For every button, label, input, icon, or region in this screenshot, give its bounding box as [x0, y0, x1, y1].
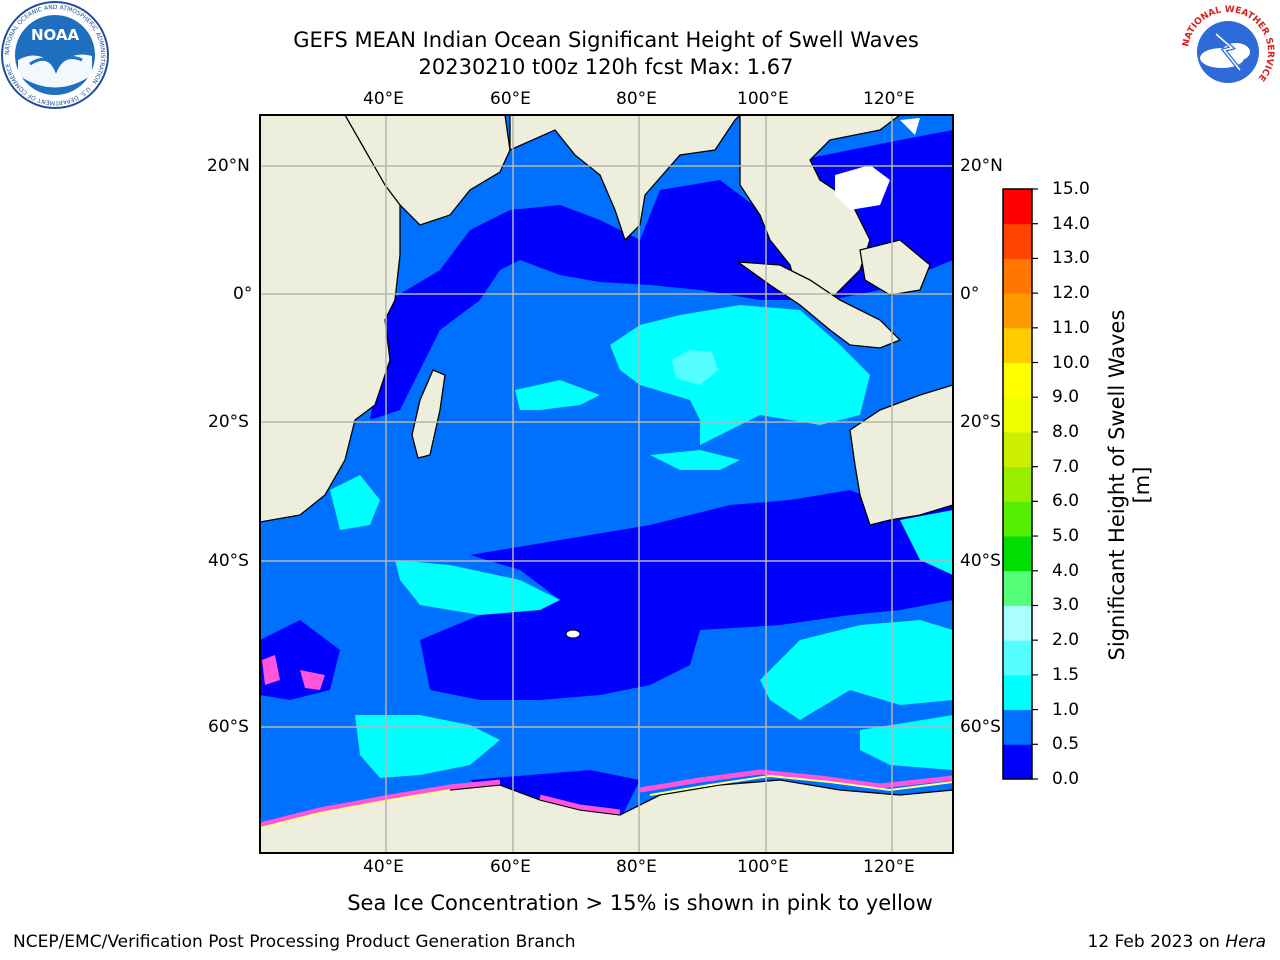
colorbar-tick-label-14: 12.0: [1052, 283, 1090, 304]
colorbar-bin-16: [1003, 189, 1032, 225]
lon-tick-bottom-40e: 40°E: [363, 857, 404, 877]
colorbar-tick-label-9: 7.0: [1052, 456, 1080, 477]
colorbar-bin-1: [1003, 709, 1032, 745]
colorbar-bin-4: [1003, 605, 1032, 641]
colorbar-bin-12: [1003, 327, 1032, 364]
noaa-logo-icon: NATIONAL OCEANIC AND ATMOSPHERIC ADMINIS…: [1, 1, 109, 109]
sea-ice-yellow: [260, 774, 953, 829]
lon-tick-bottom-80e: 80°E: [616, 857, 657, 877]
map-area: [260, 115, 953, 853]
colorbar-tick-label-15: 13.0: [1052, 248, 1090, 269]
colorbar-tick-label-5: 3.0: [1052, 595, 1080, 616]
colorbar-bin-0: [1003, 744, 1032, 780]
swell-zone-mid-ssw: [355, 715, 500, 778]
swell-zone-mid-east: [900, 510, 953, 575]
footer-producer: NCEP/EMC/Verification Post Processing Pr…: [13, 932, 576, 952]
masked-maritime-region: [835, 118, 920, 210]
map-gridlines: [260, 115, 953, 853]
colorbar-tick-label-4: 2.0: [1052, 630, 1080, 651]
lon-tick-bottom-120e: 120°E: [863, 857, 915, 877]
colorbar-tick-label-0: 0.0: [1052, 769, 1080, 789]
colorbar-bin-14: [1003, 258, 1032, 294]
colorbar-bin-5: [1003, 570, 1032, 606]
map-subtitle: 20230210 t00z 120h fcst Max: 1.67: [418, 55, 794, 79]
colorbar-bin-9: [1003, 431, 1032, 468]
lat-tick-left-20n: 20°N: [207, 156, 250, 176]
land-sumatra-borneo: [735, 239, 931, 349]
colorbar-tick-label-12: 10.0: [1052, 352, 1090, 373]
lat-tick-right-20s: 20°S: [960, 412, 1001, 432]
colorbar-tick-label-6: 4.0: [1052, 560, 1080, 581]
swell-zone-mid-se: [760, 620, 953, 720]
land-madagascar: [411, 369, 446, 459]
colorbar-tick-label-16: 14.0: [1052, 213, 1090, 234]
colorbar-bin-7: [1003, 501, 1032, 537]
swell-zone-high-central: [672, 350, 718, 385]
lat-tick-left-60s: 60°S: [208, 717, 249, 737]
sea-ice-caption: Sea Ice Concentration > 15% is shown in …: [347, 891, 933, 915]
colorbar-tick-label-8: 6.0: [1052, 491, 1080, 512]
lat-tick-left-20s: 20°S: [208, 412, 249, 432]
lat-tick-right-60s: 60°S: [960, 717, 1001, 737]
swell-zone-mid-sse: [860, 715, 953, 770]
land-kerguelen: [565, 629, 581, 639]
nws-logo-icon: NATIONAL WEATHER SERVICE: [1178, 2, 1278, 102]
lon-tick-top-60e: 60°E: [490, 89, 531, 109]
colorbar-label: Significant Height of Swell Waves [m]: [1105, 309, 1154, 661]
colorbar-bin-8: [1003, 466, 1032, 502]
colorbar-frame: [1002, 188, 1033, 780]
colorbar-tick-label-17: 15.0: [1052, 179, 1090, 199]
land-india: [509, 115, 741, 242]
swell-zone-mid-southwest: [395, 560, 560, 615]
land-australia: [849, 384, 953, 526]
lat-tick-right-20n: 20°N: [960, 156, 1003, 176]
footer-date-text: 12 Feb 2023 on: [1087, 932, 1220, 952]
swell-zone-mid-moz: [330, 475, 380, 530]
lat-tick-left-40s: 40°S: [208, 551, 249, 571]
sea-ice-patches: [262, 655, 325, 690]
map-frame: [259, 114, 954, 854]
colorbar-bin-6: [1003, 536, 1032, 572]
footer-date: 12 Feb 2023 on Hera: [1088, 932, 1266, 952]
swell-zone-mid-south: [650, 450, 740, 470]
footer-machine: Hera: [1225, 932, 1266, 952]
swell-zone-mid-central: [610, 305, 870, 445]
land-africa-arabia: [260, 115, 511, 523]
colorbar-tick-label-13: 11.0: [1052, 317, 1090, 338]
lat-tick-right-0: 0°: [960, 284, 980, 304]
lon-tick-bottom-100e: 100°E: [737, 857, 789, 877]
colorbar-tick-label-11: 9.0: [1052, 387, 1080, 408]
colorbar-bin-11: [1003, 362, 1032, 398]
lon-tick-bottom-60e: 60°E: [490, 857, 531, 877]
colorbar-tick-label-1: 0.5: [1052, 734, 1080, 755]
colorbar-bin-2: [1003, 674, 1032, 711]
lon-tick-top-100e: 100°E: [737, 89, 789, 109]
map-title: GEFS MEAN Indian Ocean Significant Heigh…: [293, 28, 919, 52]
lon-tick-top-120e: 120°E: [863, 89, 915, 109]
lat-tick-left-0: 0°: [233, 284, 253, 304]
lat-tick-right-40s: 40°S: [960, 551, 1001, 571]
colorbar-bin-15: [1003, 223, 1032, 259]
colorbar-bin-13: [1003, 293, 1032, 329]
lon-tick-top-40e: 40°E: [363, 89, 404, 109]
swell-zone-mid-west: [515, 380, 600, 410]
colorbar-tick-label-10: 8.0: [1052, 421, 1080, 442]
colorbar-bin-3: [1003, 640, 1032, 676]
swell-zone-low-south: [420, 490, 953, 700]
lon-tick-top-80e: 80°E: [616, 89, 657, 109]
colorbar-bin-10: [1003, 397, 1032, 433]
colorbar-tick-label-2: 1.0: [1052, 699, 1080, 720]
colorbar-tick-label-3: 1.5: [1052, 664, 1080, 685]
colorbar: [1003, 188, 1038, 780]
noaa-logo-text: NOAA: [31, 26, 80, 44]
colorbar-tick-label-7: 5.0: [1052, 526, 1080, 547]
